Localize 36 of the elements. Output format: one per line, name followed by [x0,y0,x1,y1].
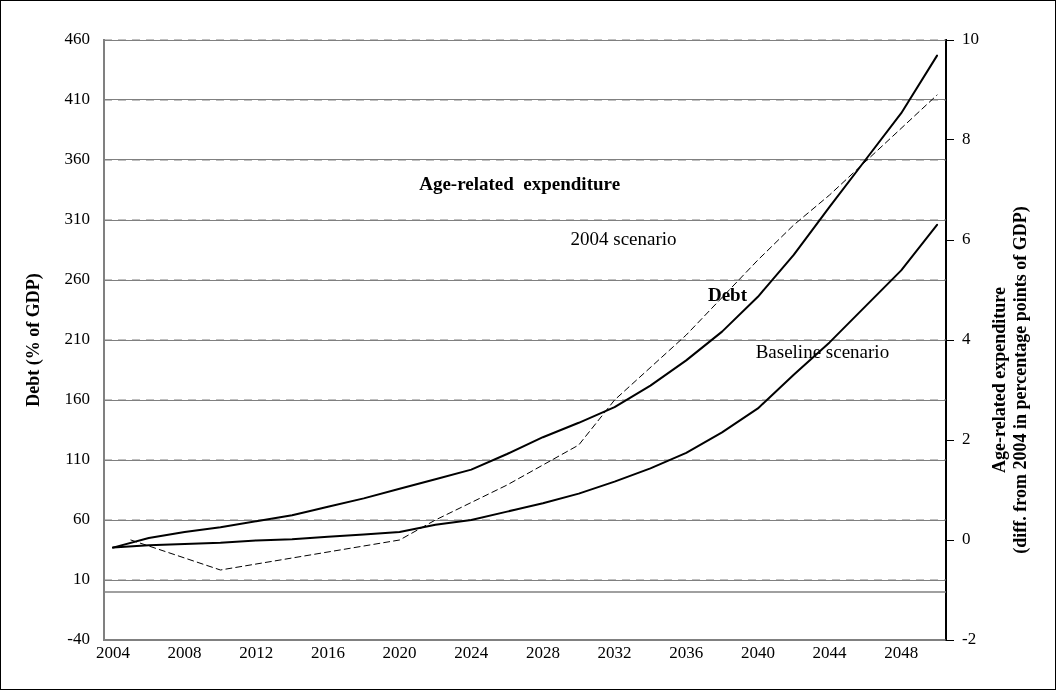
x-tick-label: 2024 [454,642,489,662]
x-tick-label: 2004 [95,642,131,662]
y2-tick-label: 2 [962,429,971,449]
y2-tick-label: 6 [962,229,971,249]
x-tick-label: 2020 [382,642,417,662]
y-tick-label: 310 [64,209,90,229]
x-tick-label: 2028 [525,642,560,662]
y-tick-label: 360 [64,149,90,169]
x-tick-label: 2008 [167,642,202,662]
x-tick-label: 2016 [310,642,345,662]
annotation: 2004 scenario [570,228,677,250]
x-tick-label: 2044 [812,642,848,662]
annotation: Baseline scenario [755,341,890,363]
y-tick-label: 110 [65,449,90,469]
annotation: Age-related expenditure [419,173,621,195]
y-tick-label: 60 [73,509,90,529]
x-tick-label: 2040 [740,642,775,662]
y-tick-label: 160 [64,389,90,409]
y2-tick-label: 0 [962,529,971,549]
x-tick-label: 2036 [669,642,704,662]
y-tick-label: 210 [64,329,90,349]
x-tick-label: 2032 [597,642,632,662]
y2-tick-label: -2 [962,629,977,649]
x-tick-label: 2048 [884,642,919,662]
y-tick-label: -40 [67,629,90,649]
y2-tick-label: 4 [962,329,971,349]
annotation: Debt [707,283,748,305]
y2-axis-title: Age-related expenditure (diff. from 2004 in percentage points of GDP) [988,206,1031,554]
y-tick-label: 260 [64,269,90,289]
y-axis-title: Debt (% of GDP) [22,273,44,407]
y-tick-label: 460 [64,29,90,49]
y-tick-label: 10 [73,569,90,589]
y-tick-label: 410 [64,89,90,109]
y2-tick-label: 8 [962,129,971,149]
y2-tick-label: 10 [962,29,979,49]
x-tick-label: 2012 [239,642,274,662]
